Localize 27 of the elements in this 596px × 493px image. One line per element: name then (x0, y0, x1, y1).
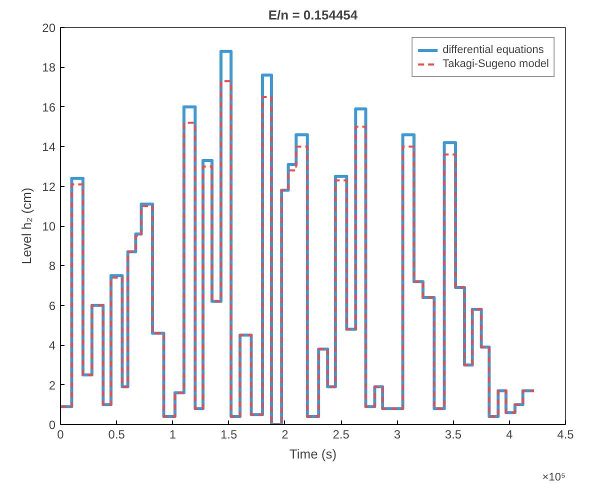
chart-title: E/n = 0.154454 (268, 8, 358, 22)
y-tick-label: 14 (42, 140, 56, 154)
x-tick-label: 2 (282, 428, 289, 442)
legend-label: differential equations (442, 43, 544, 57)
y-tick-label: 16 (42, 100, 56, 114)
y-tick-label: 0 (48, 418, 56, 432)
x-tick-label: 4.5 (557, 428, 574, 442)
y-tick-label: 2 (48, 378, 56, 392)
y-tick-label: 12 (42, 180, 56, 194)
x-tick-label: 4 (506, 428, 514, 442)
y-tick-label: 10 (42, 220, 56, 234)
x-tick-label: 1 (169, 428, 176, 442)
y-tick-label: 4 (48, 338, 56, 353)
y-tick-label: 18 (42, 60, 56, 75)
text: ×10⁵ (542, 472, 566, 484)
x-tick-label: 0 (57, 428, 64, 442)
x-tick-label: 0.5 (108, 428, 126, 442)
y-tick-label: 20 (42, 21, 56, 35)
x-tick-label: 1.5 (220, 428, 238, 442)
x-tick-label: 3 (394, 428, 401, 442)
x-axis-title: Time (s) (289, 446, 337, 462)
x-tick-label: 2.5 (332, 428, 350, 442)
x-tick-label: 3.5 (444, 428, 462, 442)
y-axis-title: Level h₂ (cm) (19, 188, 34, 264)
y-tick-label: 8 (48, 259, 56, 274)
legend-label: Takagi-Sugeno model (442, 57, 549, 71)
y-tick-label: 6 (48, 298, 56, 313)
